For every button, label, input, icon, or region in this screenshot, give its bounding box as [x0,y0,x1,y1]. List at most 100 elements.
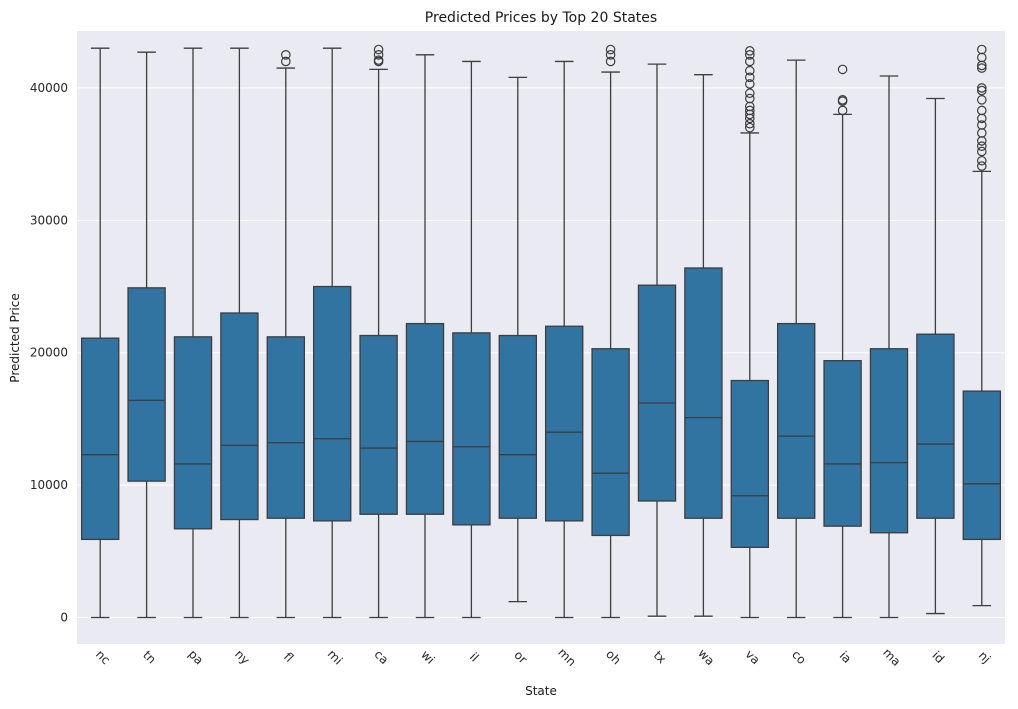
outlier-point [976,161,987,171]
x-tick-label: ca [372,647,392,667]
iqr-box [312,285,352,522]
outlier-point [373,50,384,60]
iqr-box [266,336,306,519]
box-mn [544,60,584,619]
box-nj [962,44,1002,607]
x-tick-label: ma [880,645,903,668]
iqr-box [776,322,816,519]
outlier-point [744,105,755,116]
iqr-box [173,336,213,530]
outlier-point [280,56,291,67]
iqr-box [127,287,166,482]
y-tick-label: 0 [60,611,68,625]
outlier-point [744,118,755,129]
x-tick-label: tn [140,648,159,667]
y-tick-labels: 0 10000 20000 30000 40000 [30,81,68,625]
iqr-box [684,267,723,519]
box-wa [684,74,723,617]
y-axis-label: Predicted Price [8,293,22,382]
box-co [776,59,816,619]
outlier-point [976,155,987,166]
x-tick-label: oh [603,647,623,667]
y-tick-label: 20000 [30,346,68,360]
plot-background [77,31,1005,644]
outlier-point [976,83,987,93]
x-tick-label: ny [232,647,252,667]
x-tick-label: fl [281,650,296,665]
x-tick-label: or [511,648,530,667]
iqr-box [730,379,770,548]
iqr-box [591,348,630,537]
y-tick-label: 30000 [30,213,68,227]
iqr-box [405,322,445,515]
box-il [452,60,491,619]
x-tick-label: wa [695,646,717,668]
x-tick-label: il [467,650,482,665]
outlier-point [744,93,755,104]
iqr-box [359,334,398,515]
boxes [80,44,1002,619]
outlier-point [976,141,987,151]
outlier-point [280,50,291,60]
box-wi [405,54,445,619]
box-or [498,76,538,603]
box-ny [220,47,259,619]
chart-title: Predicted Prices by Top 20 States [425,10,657,26]
outlier-point [837,105,848,116]
x-tick-label: tx [651,648,669,666]
x-tick-label: mi [325,647,346,668]
outlier-point [837,64,848,75]
x-axis-label: State [525,684,557,698]
outlier-point [837,95,848,105]
outlier-point [976,120,987,130]
outlier-point [744,122,755,133]
x-tick-label: id [929,648,947,666]
outlier-point [744,65,755,76]
box-oh [591,44,630,619]
x-tick-label: mn [555,645,579,669]
iqr-box [498,334,538,519]
outlier-point [744,72,755,83]
box-mi [312,47,352,619]
outlier-point [976,105,987,116]
box-tn [127,51,166,619]
iqr-box [637,284,677,502]
x-tick-label: co [789,647,809,667]
x-tick-label: nj [976,648,994,666]
x-tick-label: va [743,647,763,667]
outlier-point [976,85,987,96]
box-id [916,97,955,615]
box-nc [80,47,120,619]
outlier-point [373,55,384,65]
iqr-box [823,360,862,527]
iqr-box [916,333,955,519]
box-tx [637,63,677,617]
iqr-box [962,390,1002,541]
outlier-point [744,88,755,99]
outlier-point [605,50,616,60]
outlier-point [605,56,616,67]
x-tick-label: nc [93,647,113,667]
iqr-box [220,312,259,521]
outlier-point [976,95,987,105]
iqr-box [80,337,120,541]
x-tick-label: wi [418,648,437,667]
outlier-point [605,44,616,55]
y-tick-label: 10000 [30,478,68,492]
box-ia [823,64,862,619]
x-tick-label: pa [186,647,206,667]
box-ca [359,44,398,619]
iqr-box [544,325,584,522]
outlier-point [976,44,987,55]
box-ma [869,75,909,619]
outlier-point [744,46,755,56]
outlier-point [976,63,987,73]
iqr-box [869,348,909,534]
x-tick-labels: nc tn pa ny fl mi ca wi il or mn oh tx wa va co ia ma id nj [93,645,993,669]
iqr-box [452,332,491,526]
box-va [730,46,770,619]
outlier-point [744,56,755,67]
outlier-point [744,79,755,89]
box-fl [266,50,306,619]
